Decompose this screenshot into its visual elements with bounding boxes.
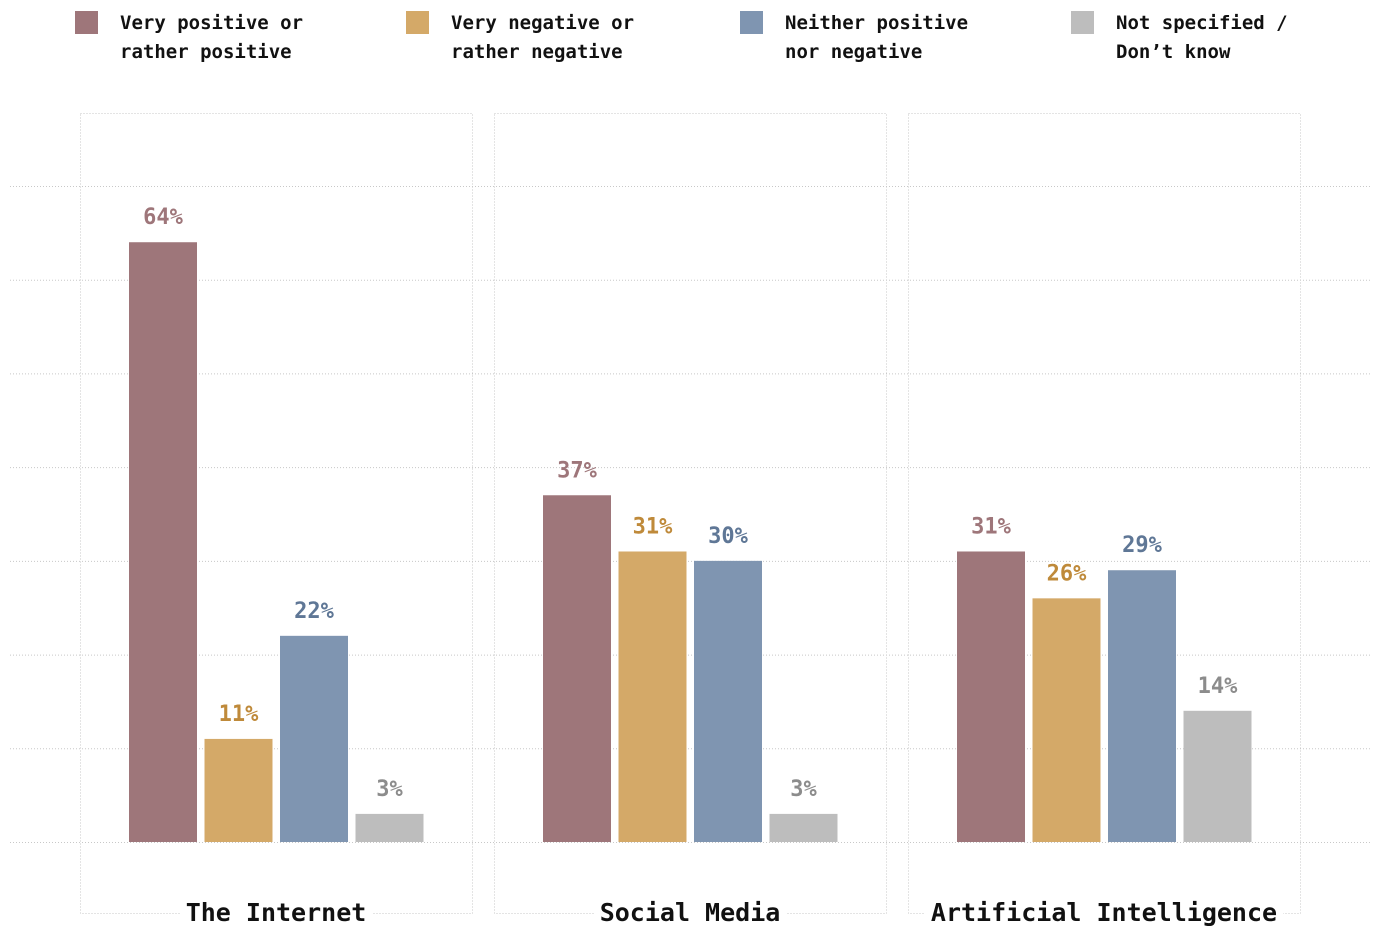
bar: [957, 551, 1025, 842]
bar-value-label: 26%: [1047, 561, 1087, 586]
bar: [618, 551, 687, 842]
category-label-background: [593, 896, 787, 926]
category-label: Social Media: [600, 898, 781, 926]
category-label: Artificial Intelligence: [931, 898, 1277, 926]
bar: [280, 635, 348, 842]
bar: [1032, 598, 1101, 842]
panel-frame: [494, 113, 887, 914]
legend-swatch-negative: [406, 11, 429, 34]
bar-value-label: 11%: [219, 702, 259, 727]
category-label-background: [179, 896, 373, 926]
legend-label-not-specified: Not specified / Don’t know: [1116, 12, 1288, 63]
legend-label-negative: Very negative or rather negative: [451, 12, 635, 63]
bar: [1183, 710, 1252, 842]
legend-swatch-neither: [740, 11, 763, 34]
bar-value-label: 37%: [557, 458, 597, 483]
legend: Very positive or rather positive Very ne…: [0, 0, 1378, 80]
panel-frame: [80, 113, 473, 914]
legend-item-negative: Very negative or rather negative: [406, 9, 634, 67]
bar-value-label: 14%: [1198, 674, 1238, 699]
category-label: The Internet: [186, 898, 367, 926]
bar-value-label: 29%: [1122, 533, 1162, 558]
bar: [1108, 570, 1176, 842]
bar: [204, 738, 273, 842]
category-label-background: [924, 896, 1284, 926]
legend-swatch-positive: [75, 11, 98, 34]
bar: [694, 560, 762, 842]
bar-value-label: 3%: [790, 777, 817, 802]
legend-label-neither: Neither positive nor negative: [785, 12, 969, 63]
legend-item-positive: Very positive or rather positive: [75, 9, 303, 67]
legend-label-positive: Very positive or rather positive: [120, 12, 304, 63]
panel-frame: [908, 113, 1301, 914]
legend-item-neither: Neither positive nor negative: [740, 9, 968, 67]
bar-value-label: 64%: [143, 205, 183, 230]
bar: [129, 242, 197, 842]
legend-swatch-not-specified: [1071, 11, 1094, 34]
bar: [543, 495, 611, 842]
bar-value-label: 30%: [708, 524, 748, 549]
bar-value-label: 22%: [294, 599, 334, 624]
bar-value-label: 3%: [376, 777, 403, 802]
bar: [355, 813, 424, 842]
bar: [769, 813, 838, 842]
legend-item-not-specified: Not specified / Don’t know: [1071, 9, 1288, 67]
bar-value-label: 31%: [633, 514, 673, 539]
bar-value-label: 31%: [971, 514, 1011, 539]
